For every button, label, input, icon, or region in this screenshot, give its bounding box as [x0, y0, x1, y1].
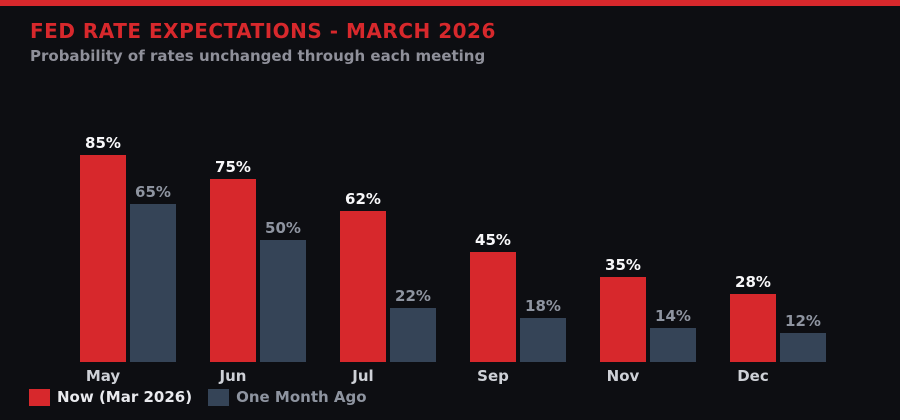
bar-value-label: 18% [525, 297, 561, 315]
bar-value-label: 75% [215, 158, 251, 176]
x-tick-label: Dec [737, 367, 769, 385]
bar-now [340, 211, 386, 362]
x-tick-label: Jun [219, 367, 247, 385]
x-tick-label: May [85, 367, 121, 385]
bar-now [730, 294, 776, 362]
bar-one-month-ago [260, 240, 306, 362]
x-tick-label: Nov [606, 367, 640, 385]
bar-value-label: 14% [655, 307, 691, 325]
bar-value-label: 85% [85, 134, 121, 152]
bar-value-label: 12% [785, 312, 821, 330]
legend-swatch [29, 389, 50, 406]
x-tick-label: Jul [352, 367, 374, 385]
bar-value-label: 35% [605, 256, 641, 274]
bar-value-label: 65% [135, 183, 171, 201]
bar-value-label: 22% [395, 287, 431, 305]
bar-value-label: 45% [475, 231, 511, 249]
bar-now [80, 155, 126, 362]
legend-item: One Month Ago [208, 388, 367, 406]
legend-label: One Month Ago [236, 388, 367, 406]
bar-now [600, 277, 646, 362]
bar-value-label: 28% [735, 273, 771, 291]
legend-item: Now (Mar 2026) [29, 389, 192, 406]
bar-now [210, 179, 256, 362]
bar-one-month-ago [650, 328, 696, 362]
bar-one-month-ago [390, 308, 436, 362]
top-accent-strip [0, 0, 900, 6]
chart-title: FED RATE EXPECTATIONS - MARCH 2026 [30, 19, 496, 43]
x-tick-label: Sep [477, 367, 509, 385]
bar-now [470, 252, 516, 362]
legend-label: Now (Mar 2026) [57, 388, 193, 406]
bar-one-month-ago [780, 333, 826, 362]
bar-value-label: 62% [345, 190, 381, 208]
legend-swatch [208, 389, 230, 406]
bar-value-label: 50% [265, 219, 301, 237]
bar-one-month-ago [130, 204, 176, 362]
chart-legend: Now (Mar 2026) One Month Ago [29, 389, 367, 406]
chart-subtitle: Probability of rates unchanged through e… [30, 47, 486, 65]
bar-one-month-ago [520, 318, 566, 362]
